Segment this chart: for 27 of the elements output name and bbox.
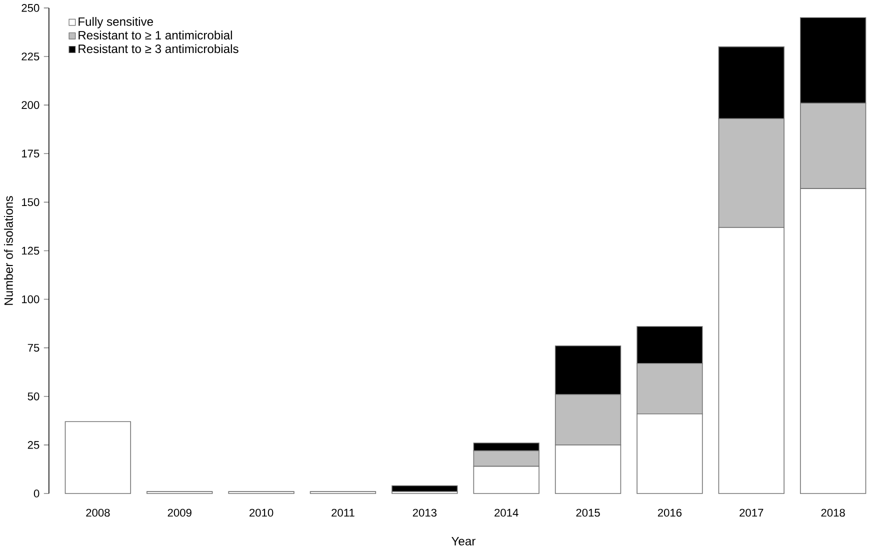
legend-label: Fully sensitive [78,16,154,28]
x-tick-label: 2011 [332,508,354,516]
y-tick-label: 50 [28,392,40,400]
y-tick-label: 225 [22,52,40,60]
y-tick-label: 25 [28,440,40,449]
x-tick-label: 2017 [740,508,764,516]
x-tick-label: 2010 [250,508,274,516]
x-tick-label: 2009 [168,508,192,516]
y-tick-label: 175 [22,150,40,158]
x-tick-label: 2014 [494,508,518,516]
x-axis-title: Year [452,536,476,546]
y-tick-label: 200 [22,100,40,109]
y-tick-label: 0 [34,489,40,498]
legend-label: Resistant to ≥ 3 antimicrobials [78,44,238,53]
x-tick-label: 2013 [412,508,436,516]
y-axis-title: Number of isolations [4,196,13,305]
x-tick-label: 2018 [821,508,845,516]
y-tick-label: 125 [22,246,40,254]
legend-label: Resistant to ≥ 1 antimicrobial [78,30,232,40]
y-tick-label: 100 [22,295,40,303]
y-tick-label: 75 [28,344,40,352]
bar [64,421,132,494]
x-tick-label: 2015 [576,508,600,516]
x-tick-label: 2008 [86,508,110,516]
y-tick-label: 150 [22,198,40,206]
x-tick-label: 2016 [658,508,682,516]
y-tick-label: 250 [22,4,40,12]
